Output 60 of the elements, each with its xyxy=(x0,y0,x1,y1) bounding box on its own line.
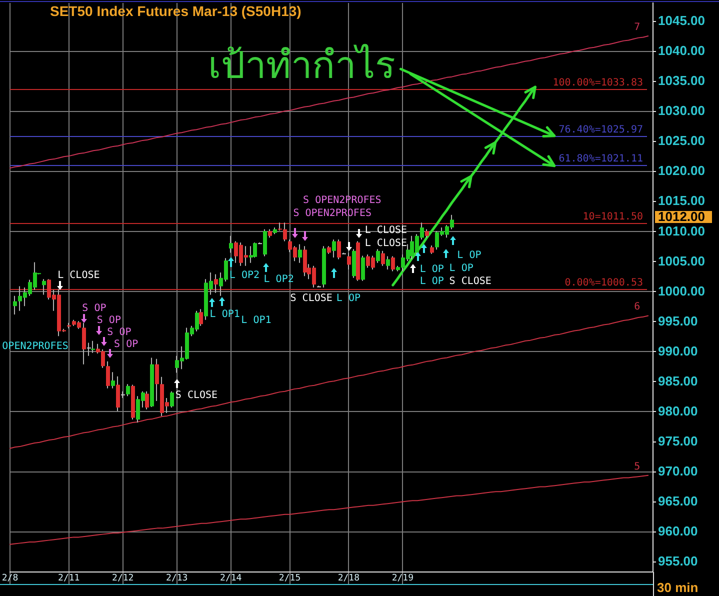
annotation: S OP xyxy=(114,339,138,350)
annotation: L OP2 xyxy=(264,274,294,285)
x-tick-label: 2/14 xyxy=(220,574,242,584)
series-label: 6 xyxy=(634,302,640,313)
annotation: S OP xyxy=(96,315,121,326)
text: 1012.00 xyxy=(658,209,705,224)
y-tick-label: 960.00 xyxy=(658,523,698,538)
ref-line-label: 76.40%=1025.97 xyxy=(558,124,643,136)
x-tick-label: 2/15 xyxy=(278,574,301,584)
annotation: L OP xyxy=(420,264,444,275)
y-tick-label: 1045.00 xyxy=(658,13,705,28)
y-tick-label: 955.00 xyxy=(658,553,698,568)
annotation: L OP1 xyxy=(241,315,272,326)
annotation: S OPEN2PROFES xyxy=(303,195,382,206)
annotation: L OP xyxy=(449,263,474,274)
x-tick-label: 2/12 xyxy=(112,574,134,584)
chart-title: SET50 Index Futures Mar-13 (S50H13) xyxy=(50,3,302,19)
y-tick-label: 1005.00 xyxy=(658,253,705,268)
series-label: 5 xyxy=(634,461,640,472)
y-tick-label: 975.00 xyxy=(658,433,698,448)
x-tick-label: 2/8 xyxy=(2,574,18,584)
y-tick-label: 995.00 xyxy=(658,313,698,328)
y-tick-label: 985.00 xyxy=(658,373,698,388)
ref-line-label: 0.00%=1000.53 xyxy=(564,278,643,288)
y-tick-label: 965.00 xyxy=(658,493,698,508)
y-tick-label: 1020.00 xyxy=(658,163,705,178)
y-tick-label: 1015.00 xyxy=(658,193,705,208)
annotation: S CLOSE xyxy=(175,390,218,401)
text: 30 min xyxy=(657,580,698,595)
ref-line-label: 10=1011.50 xyxy=(582,212,643,222)
x-tick-label: 2/11 xyxy=(58,574,80,584)
annotation: L OP2 xyxy=(229,270,260,281)
annotation: L CLOSE xyxy=(364,238,408,249)
y-tick-label: 980.00 xyxy=(658,403,698,418)
annotation: S CLOSE xyxy=(290,293,332,304)
annotation: S OPEN2PROFES xyxy=(293,208,372,219)
x-tick-label: 2/13 xyxy=(166,574,188,584)
annotation: S CLOSE xyxy=(449,276,492,287)
annotation: L OP xyxy=(420,276,444,287)
y-tick-label: 1040.00 xyxy=(658,43,705,58)
series-label: 7 xyxy=(634,22,640,34)
annotation: L OP xyxy=(457,250,482,261)
annotation: L OP xyxy=(336,293,360,304)
y-tick-label: 1010.00 xyxy=(658,223,705,238)
y-tick-label: 1030.00 xyxy=(658,103,705,118)
annotation: L CLOSE xyxy=(58,270,100,281)
y-tick-label: 1000.00 xyxy=(658,283,705,298)
y-tick-label: 1035.00 xyxy=(658,73,705,88)
annotation: S OP xyxy=(107,327,132,338)
ref-line-label: 100.00%=1033.83 xyxy=(552,78,643,88)
y-tick-label: 1025.00 xyxy=(658,133,705,148)
annotation: S OP xyxy=(82,303,106,314)
annotation: OPEN2PROFES xyxy=(2,341,68,352)
x-tick-label: 2/19 xyxy=(392,574,414,584)
y-tick-label: 970.00 xyxy=(658,463,698,478)
x-tick-label: 2/18 xyxy=(338,574,360,584)
annotation: L CLOSE xyxy=(364,225,408,236)
annotation: L OP1 xyxy=(210,309,240,320)
ref-line-label: 61.80%=1021.11 xyxy=(558,154,643,164)
y-tick-label: 990.00 xyxy=(658,343,698,358)
